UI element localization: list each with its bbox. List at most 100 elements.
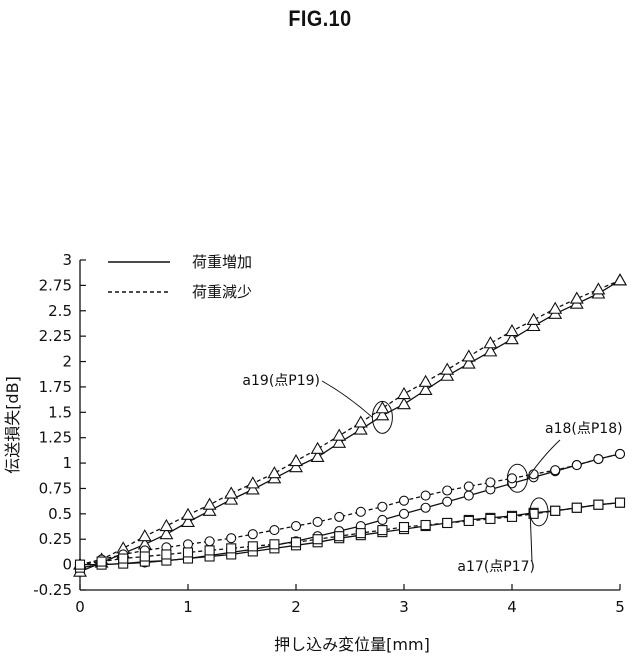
data-point-a17-dashed [421,521,430,530]
data-point-a18-dashed [356,507,365,516]
data-point-a18-dashed [227,534,236,543]
data-point-a18-dashed [443,486,452,495]
annotation-leader-a19 [322,381,372,417]
data-point-a17-dashed [140,552,149,561]
series-line-a18-dashed [80,454,620,565]
data-point-a17-dashed [270,540,279,549]
y-tick-label: 0.25 [39,530,72,548]
data-point-a19-dashed [225,488,237,499]
data-point-a18-dashed [594,455,603,464]
y-tick-label: 1.5 [48,403,72,421]
y-tick-label: 2 [62,353,72,371]
data-point-a18-solid [378,515,387,524]
data-point-a17-dashed [464,516,473,525]
x-tick-label: 5 [615,598,625,616]
x-tick-label: 1 [183,598,193,616]
y-tick-label: 2.75 [39,276,72,294]
data-point-a19-dashed [247,477,259,488]
data-point-a19-dashed [614,274,626,285]
x-tick-label: 4 [507,598,517,616]
data-point-a17-dashed [184,548,193,557]
data-point-a19-dashed [441,364,453,375]
data-point-a17-dashed [616,498,625,507]
data-point-a19-dashed [420,376,432,387]
data-point-a19-dashed [355,416,367,427]
x-tick-label: 3 [399,598,409,616]
data-point-a17-dashed [335,532,344,541]
data-point-a18-dashed [292,522,301,531]
data-point-a18-dashed [205,537,214,546]
data-point-a17-dashed [292,538,301,547]
data-point-a18-dashed [248,530,257,539]
y-tick-label: -0.25 [33,581,72,599]
data-point-a17-dashed [356,529,365,538]
data-point-a18-dashed [508,474,517,483]
data-point-a19-dashed [549,303,561,314]
data-point-a18-solid [443,497,452,506]
x-tick-label: 2 [291,598,301,616]
x-axis-label: 押し込み変位量[mm] [274,635,430,654]
data-point-a17-dashed [162,550,171,559]
y-tick-label: 2.25 [39,327,72,345]
data-point-a18-dashed [400,496,409,505]
data-point-a18-dashed [378,502,387,511]
annotation-label-a17: a17(点P17) [457,559,535,575]
data-point-a19-dashed [571,293,583,304]
data-point-a17-dashed [572,503,581,512]
data-point-a17-dashed [443,518,452,527]
legend-label-solid: 荷重増加 [192,253,252,271]
data-point-a19-dashed [139,530,151,541]
y-tick-label: 0.5 [48,505,72,523]
data-point-a17-dashed [227,544,236,553]
y-tick-label: 1.25 [39,429,72,447]
data-point-a18-dashed [572,461,581,470]
data-point-a18-dashed [270,526,279,535]
legend-label-dashed: 荷重減少 [192,283,252,301]
data-point-a18-dashed [335,512,344,521]
chart-legend: 荷重増加荷重減少 [108,253,252,301]
data-point-a17-dashed [508,512,517,521]
y-tick-label: 0 [62,556,72,574]
data-point-a18-dashed [551,466,560,475]
y-tick-label: 1.75 [39,378,72,396]
data-point-a19-dashed [204,499,216,510]
data-point-a18-dashed [313,517,322,526]
y-tick-label: 2.5 [48,302,72,320]
data-point-a17-dashed [248,542,257,551]
data-point-a19-dashed [290,455,302,466]
data-point-a17-dashed [313,535,322,544]
data-point-a17-dashed [76,560,85,569]
data-point-a19-dashed [528,314,540,325]
y-tick-label: 1 [62,454,72,472]
data-point-a17-dashed [119,554,128,563]
data-point-a17-dashed [551,506,560,515]
data-point-a19-dashed [376,402,388,413]
y-tick-label: 0.75 [39,479,72,497]
data-point-a17-dashed [205,546,214,555]
data-point-a19-dashed [268,467,280,478]
y-axis-label: 伝送損失[dB] [3,376,22,474]
data-point-a17-dashed [486,514,495,523]
data-point-a19-dashed [484,337,496,348]
data-point-a19-solid [398,398,410,409]
series-line-a18-solid [80,454,620,565]
y-tick-label: 3 [62,251,72,269]
annotation-label-a19: a19(点P19) [242,373,320,389]
data-point-a18-dashed [486,478,495,487]
data-point-a18-solid [464,491,473,500]
data-point-a19-dashed [160,520,172,531]
data-point-a19-dashed [398,388,410,399]
data-point-a19-dashed [592,283,604,294]
data-point-a17-dashed [378,526,387,535]
data-point-a19-dashed [463,350,475,361]
data-point-a18-dashed [616,449,625,458]
data-point-a18-solid [421,503,430,512]
data-point-a18-solid [400,509,409,518]
data-point-a19-dashed [182,509,194,519]
x-tick-label: 0 [75,598,85,616]
data-point-a17-dashed [594,500,603,509]
data-point-a17-dashed [400,523,409,532]
annotation-label-a18: a18(点P18) [545,421,623,437]
data-point-a19-dashed [312,443,324,454]
